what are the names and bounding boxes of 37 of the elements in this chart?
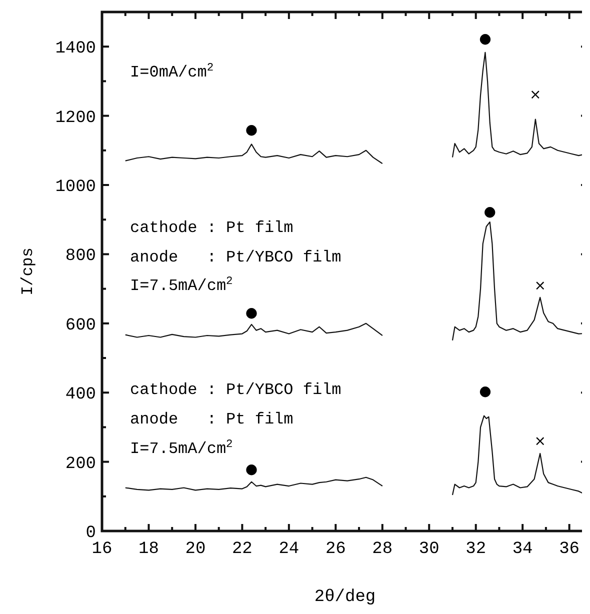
x-axis-title: 2θ/deg [314,588,376,607]
x-tick-label: 20 [185,540,206,559]
annotation: × [530,87,542,104]
x-tick-label: 34 [512,540,533,559]
annotation: I=7.5mA/cm$^{2}$ [130,438,233,458]
annotation: ● [245,122,258,138]
x-tick-label: 16 [92,540,112,559]
x-tick-label: 36 [559,540,580,559]
x-tick-label: 26 [325,540,346,559]
x-tick-label: 32 [466,540,486,559]
x-tick-label: 30 [418,540,440,559]
y-tick-label: 1000 [55,178,96,197]
y-axis-title: I/cps [19,247,37,296]
annotation: cathode : Pt film [130,219,294,238]
annotation: × [534,278,546,294]
annotation: I=0mA/cm$^{2}$ [130,62,214,82]
annotation: cathode : Pt/YBCO film [130,381,342,400]
x-tick-label: 18 [138,540,159,559]
x-tick-label: 24 [278,540,300,559]
y-tick-label: 400 [65,386,96,405]
annotation: ● [245,305,258,322]
y-tick-label: 600 [65,316,96,336]
annotation: ● [245,462,258,478]
y-tick-label: 0 [86,524,96,543]
y-tick-label: 200 [65,454,96,474]
x-tick-label: 22 [232,540,252,559]
y-tick-label: 1200 [55,108,96,128]
y-tick-label: 1400 [55,40,96,59]
annotation: I=7.5mA/cm$^{2}$ [130,276,233,296]
annotation: × [534,434,546,450]
annotation: anode : Pt film [130,410,294,428]
y-tick-label: 800 [65,247,96,266]
x-tick-label: 28 [372,540,393,559]
annotation: anode : Pt/YBCO film [130,248,342,267]
annotation: ● [484,204,496,220]
annotation: ● [479,30,492,47]
annotation: ● [479,383,492,400]
